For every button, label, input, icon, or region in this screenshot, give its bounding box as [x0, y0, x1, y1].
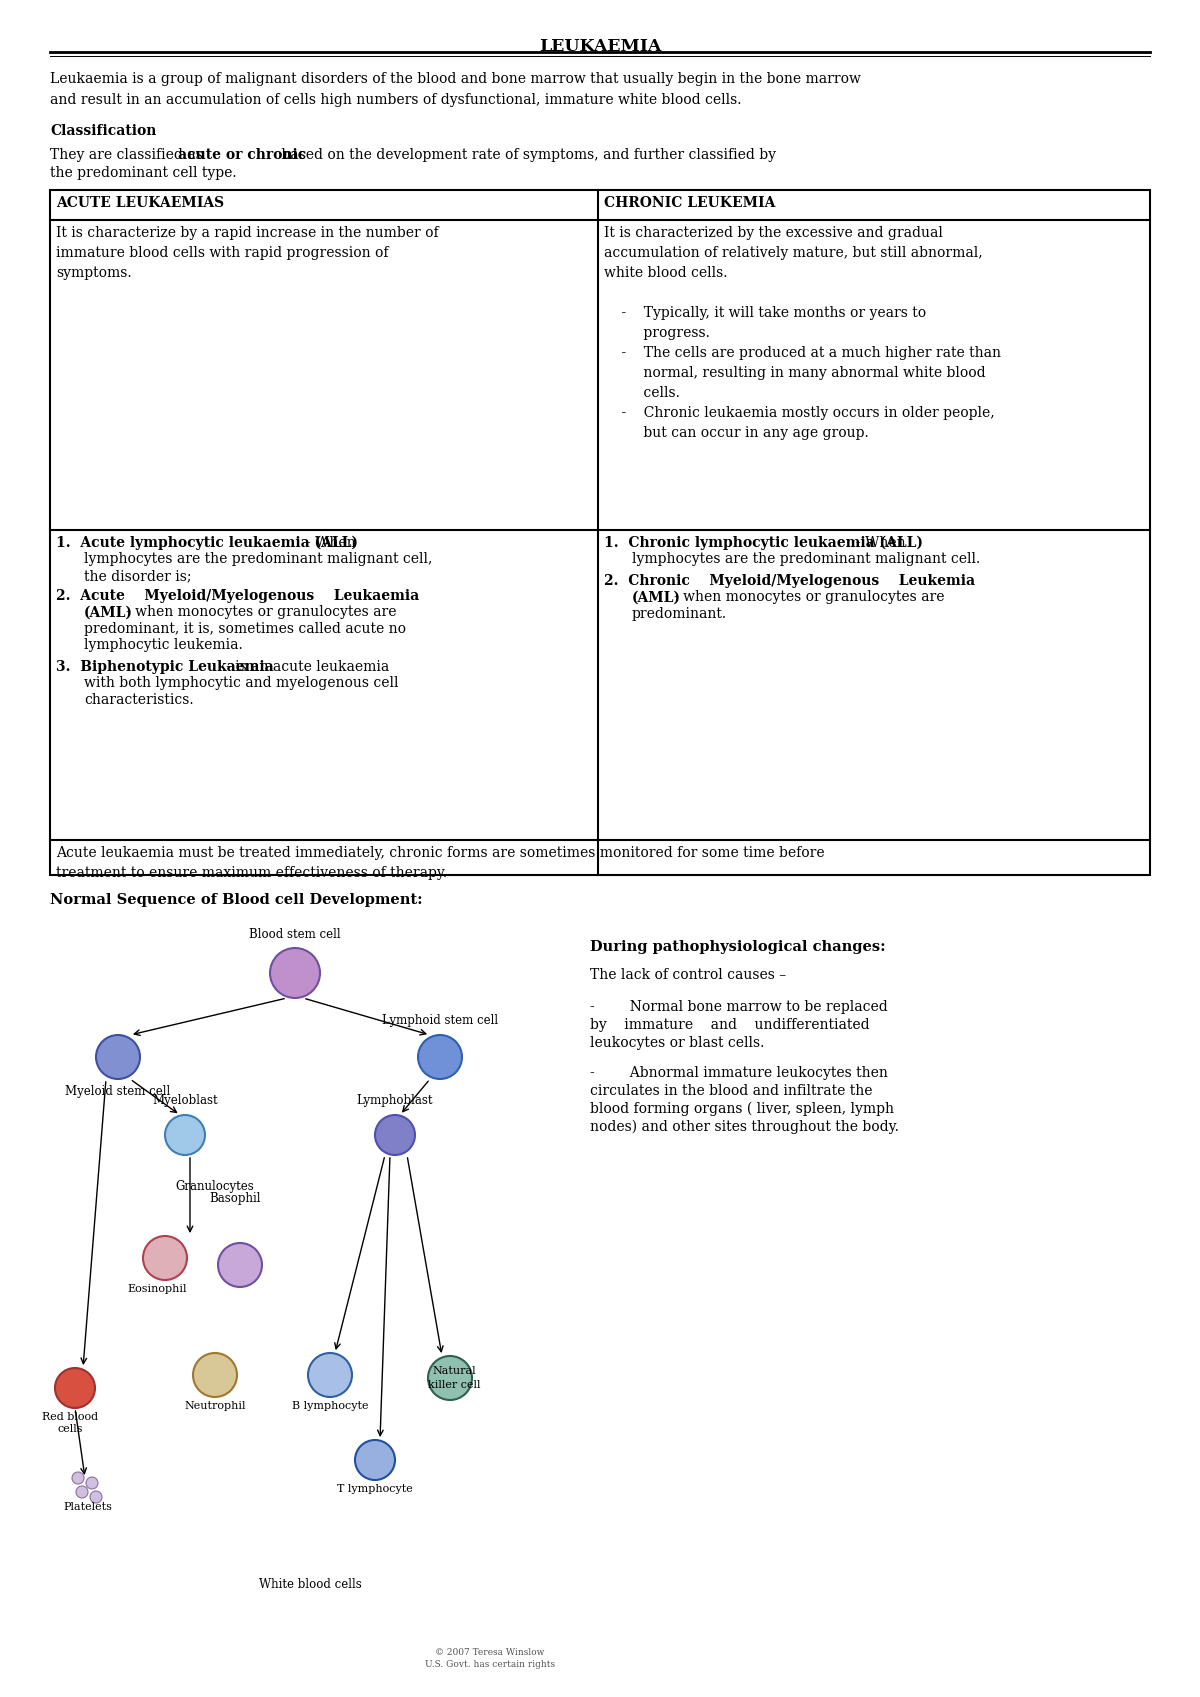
Text: CHRONIC LEUKEMIA: CHRONIC LEUKEMIA: [604, 195, 775, 210]
Text: Lymphoid stem cell: Lymphoid stem cell: [382, 1015, 498, 1027]
Text: - when monocytes or granulocytes are: - when monocytes or granulocytes are: [674, 591, 944, 604]
Text: by    immature    and    undifferentiated: by immature and undifferentiated: [590, 1018, 870, 1032]
Circle shape: [218, 1242, 262, 1286]
Text: 1.  Acute lymphocytic leukaemia (ALL): 1. Acute lymphocytic leukaemia (ALL): [56, 536, 358, 550]
Text: 1.  Chronic lymphocytic leukaemia (ALL): 1. Chronic lymphocytic leukaemia (ALL): [604, 536, 923, 550]
Text: Neutrophil: Neutrophil: [185, 1402, 246, 1410]
Text: based on the development rate of symptoms, and further classified by: based on the development rate of symptom…: [277, 148, 776, 161]
Text: Myeloblast: Myeloblast: [152, 1095, 218, 1106]
Circle shape: [76, 1487, 88, 1498]
Circle shape: [96, 1035, 140, 1079]
Circle shape: [270, 949, 320, 998]
Text: 2.  Chronic    Myeloid/Myelogenous    Leukemia: 2. Chronic Myeloid/Myelogenous Leukemia: [604, 574, 976, 587]
Text: leukocytes or blast cells.: leukocytes or blast cells.: [590, 1035, 764, 1050]
Text: the predominant cell type.: the predominant cell type.: [50, 166, 236, 180]
Text: cells: cells: [58, 1424, 83, 1434]
Text: lymphocytic leukemia.: lymphocytic leukemia.: [84, 638, 242, 652]
Text: - when monocytes or granulocytes are: - when monocytes or granulocytes are: [126, 606, 396, 619]
Circle shape: [428, 1356, 472, 1400]
Text: Leukaemia is a group of malignant disorders of the blood and bone marrow that us: Leukaemia is a group of malignant disord…: [50, 71, 860, 107]
Text: LEUKAEMIA: LEUKAEMIA: [539, 37, 661, 54]
Circle shape: [193, 1353, 238, 1397]
Circle shape: [374, 1115, 415, 1156]
Text: Acute leukaemia must be treated immediately, chronic forms are sometimes monitor: Acute leukaemia must be treated immediat…: [56, 847, 824, 881]
Text: lymphocytes are the predominant malignant cell.: lymphocytes are the predominant malignan…: [632, 553, 980, 567]
Circle shape: [86, 1476, 98, 1488]
Text: with both lymphocytic and myelogenous cell: with both lymphocytic and myelogenous ce…: [84, 675, 398, 691]
Text: They are classified as: They are classified as: [50, 148, 208, 161]
Text: ACUTE LEUKAEMIAS: ACUTE LEUKAEMIAS: [56, 195, 224, 210]
Text: acute or chronic: acute or chronic: [178, 148, 306, 161]
Circle shape: [355, 1441, 395, 1480]
Text: The lack of control causes –: The lack of control causes –: [590, 967, 786, 983]
Text: Granulocytes: Granulocytes: [175, 1179, 254, 1193]
Text: Basophil: Basophil: [209, 1191, 260, 1205]
Text: Myeloid stem cell: Myeloid stem cell: [65, 1084, 170, 1098]
Text: 3.  Biphenotypic Leukaemia: 3. Biphenotypic Leukaemia: [56, 660, 274, 674]
Text: the disorder is;: the disorder is;: [84, 568, 192, 584]
Circle shape: [72, 1471, 84, 1483]
Circle shape: [143, 1235, 187, 1280]
Text: It is characterized by the excessive and gradual
accumulation of relatively matu: It is characterized by the excessive and…: [604, 226, 1001, 441]
Text: T lymphocyte: T lymphocyte: [337, 1483, 413, 1493]
Text: - When: - When: [856, 536, 906, 550]
Text: predominant, it is, sometimes called acute no: predominant, it is, sometimes called acu…: [84, 621, 406, 636]
Text: Eosinophil: Eosinophil: [127, 1285, 187, 1295]
Text: characteristics.: characteristics.: [84, 692, 193, 706]
Text: 2.  Acute    Myeloid/Myelogenous    Leukaemia: 2. Acute Myeloid/Myelogenous Leukaemia: [56, 589, 419, 602]
Text: B lymphocyte: B lymphocyte: [292, 1402, 368, 1410]
Text: White blood cells: White blood cells: [259, 1578, 361, 1592]
Circle shape: [308, 1353, 352, 1397]
Text: lymphocytes are the predominant malignant cell,: lymphocytes are the predominant malignan…: [84, 553, 432, 567]
Text: It is characterize by a rapid increase in the number of
immature blood cells wit: It is characterize by a rapid increase i…: [56, 226, 439, 280]
Text: Red blood: Red blood: [42, 1412, 98, 1422]
Text: Blood stem cell: Blood stem cell: [250, 928, 341, 942]
Circle shape: [418, 1035, 462, 1079]
Text: Platelets: Platelets: [64, 1502, 113, 1512]
Text: killer cell: killer cell: [427, 1380, 480, 1390]
Circle shape: [90, 1492, 102, 1504]
Circle shape: [55, 1368, 95, 1409]
Text: predominant.: predominant.: [632, 608, 727, 621]
Text: Normal Sequence of Blood cell Development:: Normal Sequence of Blood cell Developmen…: [50, 893, 422, 906]
Text: -        Normal bone marrow to be replaced: - Normal bone marrow to be replaced: [590, 1000, 888, 1015]
Text: - is an acute leukaemia: - is an acute leukaemia: [226, 660, 389, 674]
Text: - When: - When: [306, 536, 355, 550]
Text: -        Abnormal immature leukocytes then: - Abnormal immature leukocytes then: [590, 1066, 888, 1079]
Text: Natural: Natural: [432, 1366, 476, 1376]
Text: blood forming organs ( liver, spleen, lymph: blood forming organs ( liver, spleen, ly…: [590, 1101, 894, 1117]
Bar: [50, 190, 1150, 876]
Text: During pathophysiological changes:: During pathophysiological changes:: [590, 940, 886, 954]
Text: (AML): (AML): [84, 606, 133, 619]
Text: © 2007 Teresa Winslow
U.S. Govt. has certain rights: © 2007 Teresa Winslow U.S. Govt. has cer…: [425, 1648, 556, 1668]
Text: circulates in the blood and infiltrate the: circulates in the blood and infiltrate t…: [590, 1084, 872, 1098]
Circle shape: [166, 1115, 205, 1156]
Text: (AML): (AML): [632, 591, 682, 604]
Text: nodes) and other sites throughout the body.: nodes) and other sites throughout the bo…: [590, 1120, 899, 1134]
Text: Lymphoblast: Lymphoblast: [356, 1095, 433, 1106]
Text: Classification: Classification: [50, 124, 156, 137]
